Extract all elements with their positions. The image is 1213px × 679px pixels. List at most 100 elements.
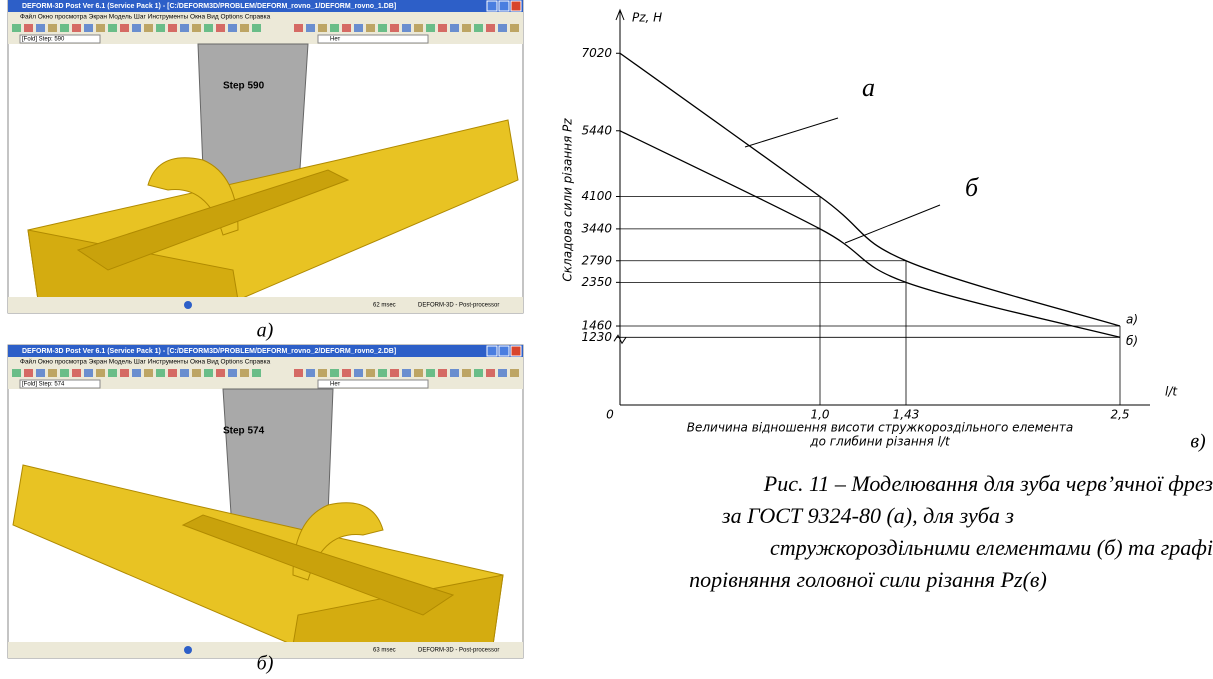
status-app: DEFORM-3D - Post-processor [418,648,499,654]
window-button [487,346,497,356]
x-tick-label: 0 [606,408,614,422]
y-tick-label: 4100 [581,189,612,203]
window-button [499,1,509,11]
series-line [620,131,1120,338]
toolbar-icon [486,369,495,377]
window-button [511,346,521,356]
step-label: Step 590 [223,81,265,92]
toolbar-icon [60,24,69,32]
figure: DEFORM-3D Post Ver 6.1 (Service Pack 1) … [0,0,1213,679]
y-tick-label: 2790 [581,253,612,267]
view-select-text: Нет [330,37,340,43]
toolbar-icon [240,369,249,377]
caption-line: стружкороздільними елементами (б) та гра… [770,535,1213,560]
step-label: Step 574 [223,426,265,437]
end-label: а) [1126,313,1138,327]
toolbar-icon [450,369,459,377]
toolbar-icon [132,369,141,377]
toolbar-icon [318,369,327,377]
toolbar-icon [474,24,483,32]
x-tick-label: 1,0 [810,408,829,422]
toolbar-icon [120,369,129,377]
toolbar-icon [390,369,399,377]
toolbar-icon [462,24,471,32]
toolbar-icon [96,369,105,377]
toolbar-icon [294,24,303,32]
page: DEFORM-3D Post Ver 6.1 (Service Pack 1) … [0,0,1213,679]
toolbar-icon [342,24,351,32]
toolbar-icon [306,369,315,377]
menu: Файл Окно просмотра Экран Модель Шаг Инс… [20,358,271,366]
toolbar-icon [156,369,165,377]
y-tick-label: 7020 [581,46,612,60]
info-icon [184,646,192,654]
toolbar-icon [36,369,45,377]
toolbar-icon [216,24,225,32]
toolbar-icon [228,369,237,377]
x-label: l/t [1165,385,1178,399]
toolbar-icon [168,24,177,32]
toolbar-icon [108,369,117,377]
panel-label: б) [257,653,274,675]
toolbar-icon [72,24,81,32]
toolbar-icon [120,24,129,32]
toolbar-icon [192,369,201,377]
toolbar-icon [462,369,471,377]
toolbar-icon [510,24,519,32]
toolbar-icon [414,24,423,32]
info-icon [184,301,192,309]
toolbar-icon [144,24,153,32]
toolbar-icon [414,369,423,377]
toolbar-icon [12,24,21,32]
toolbar-icon [240,24,249,32]
toolbar-icon [330,369,339,377]
toolbar-icon [402,24,411,32]
y-axis [616,10,624,405]
toolbar-icon [426,24,435,32]
window-button [511,1,521,11]
toolbar-icon [498,369,507,377]
caption-line: Рис. 11 – Моделювання для зуба черв’ячно… [763,471,1213,496]
window-button [499,346,509,356]
toolbar-icon [366,369,375,377]
toolbar-icon [342,369,351,377]
toolbar-icon [96,24,105,32]
toolbar-icon [168,369,177,377]
toolbar-icon [180,369,189,377]
toolbar-icon [498,24,507,32]
y-tick-label: 2350 [581,275,612,289]
toolbar-icon [60,369,69,377]
status-time: 62 msec [373,303,396,309]
toolbar-icon [474,369,483,377]
window-button [487,1,497,11]
toolbar-icon [294,369,303,377]
toolbar-icon [366,24,375,32]
toolbar-icon [132,24,141,32]
toolbar-icon [84,24,93,32]
status-time: 63 msec [373,648,396,654]
y-tick-label: 3440 [581,221,612,235]
toolbar-icon [24,369,33,377]
caption-line: за ГОСТ 9324-80 (а), для зуба з [721,503,1014,528]
toolbar-icon [378,24,387,32]
toolbar-icon [402,369,411,377]
toolbar-icon [24,24,33,32]
toolbar-icon [510,369,519,377]
toolbar-icon [330,24,339,32]
toolbar-icon [48,369,57,377]
y-tick-label: 1460 [581,319,612,333]
y-tick-label: 5440 [581,123,612,137]
leader-line [845,205,940,243]
toolbar-icon [426,369,435,377]
view-select-text: Нет [330,382,340,388]
toolbar-icon [438,24,447,32]
toolbar-icon [450,24,459,32]
toolbar-icon [306,24,315,32]
toolbar-icon [108,24,117,32]
x-tick-label: 2,5 [1110,408,1129,422]
y-label: Pz, H [632,11,662,25]
leader-line [745,118,838,147]
toolbar-icon [180,24,189,32]
toolbar-icon [438,369,447,377]
